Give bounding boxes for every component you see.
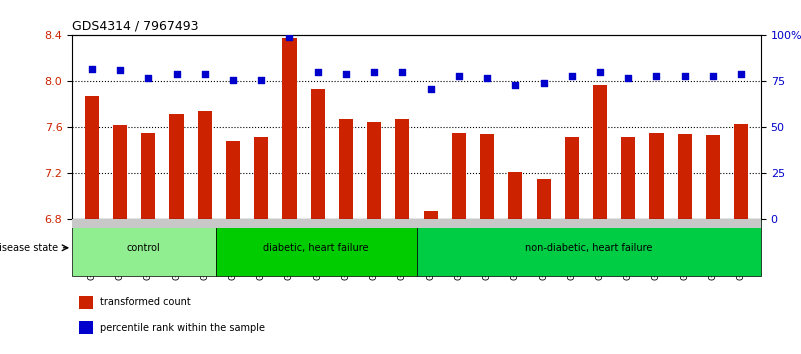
- Bar: [311, 90, 324, 354]
- FancyBboxPatch shape: [215, 219, 417, 276]
- Point: [735, 71, 747, 77]
- Text: disease state: disease state: [0, 243, 58, 253]
- Bar: [650, 133, 663, 354]
- Text: control: control: [127, 243, 161, 253]
- Bar: [735, 124, 748, 354]
- Point: [86, 66, 99, 72]
- Point: [537, 80, 550, 86]
- Point: [481, 75, 493, 81]
- Point: [678, 73, 691, 79]
- Text: non-diabetic, heart failure: non-diabetic, heart failure: [525, 243, 653, 253]
- Bar: [452, 133, 466, 354]
- Bar: [198, 111, 211, 354]
- Bar: [480, 134, 494, 354]
- Point: [170, 71, 183, 77]
- Point: [425, 86, 437, 92]
- Point: [340, 71, 352, 77]
- Bar: [141, 133, 155, 354]
- Bar: [113, 125, 127, 354]
- Bar: [367, 122, 381, 354]
- Point: [453, 73, 465, 79]
- Point: [650, 73, 663, 79]
- Point: [706, 73, 719, 79]
- Bar: [79, 296, 93, 309]
- Point: [199, 71, 211, 77]
- Bar: [283, 38, 296, 354]
- Point: [566, 73, 578, 79]
- Bar: [85, 96, 99, 354]
- Bar: [79, 321, 93, 334]
- Point: [509, 82, 521, 88]
- Point: [594, 69, 606, 75]
- FancyBboxPatch shape: [417, 219, 761, 276]
- Bar: [678, 134, 692, 354]
- Text: percentile rank within the sample: percentile rank within the sample: [99, 323, 264, 333]
- Bar: [254, 137, 268, 354]
- Point: [227, 77, 239, 82]
- FancyBboxPatch shape: [72, 219, 215, 276]
- Point: [283, 34, 296, 40]
- Bar: [622, 137, 635, 354]
- Point: [114, 68, 127, 73]
- Point: [396, 69, 409, 75]
- Bar: [170, 114, 183, 354]
- Point: [622, 75, 634, 81]
- Bar: [396, 119, 409, 354]
- Text: diabetic, heart failure: diabetic, heart failure: [264, 243, 368, 253]
- Point: [312, 69, 324, 75]
- Bar: [424, 211, 437, 354]
- Point: [142, 75, 155, 81]
- Bar: [509, 172, 522, 354]
- Bar: [706, 136, 720, 354]
- Bar: [565, 137, 579, 354]
- Bar: [226, 141, 240, 354]
- Bar: [537, 179, 550, 354]
- Point: [368, 69, 380, 75]
- Bar: [339, 119, 353, 354]
- Point: [255, 77, 268, 82]
- Bar: [593, 85, 607, 354]
- Text: transformed count: transformed count: [99, 297, 191, 307]
- Text: GDS4314 / 7967493: GDS4314 / 7967493: [72, 20, 199, 33]
